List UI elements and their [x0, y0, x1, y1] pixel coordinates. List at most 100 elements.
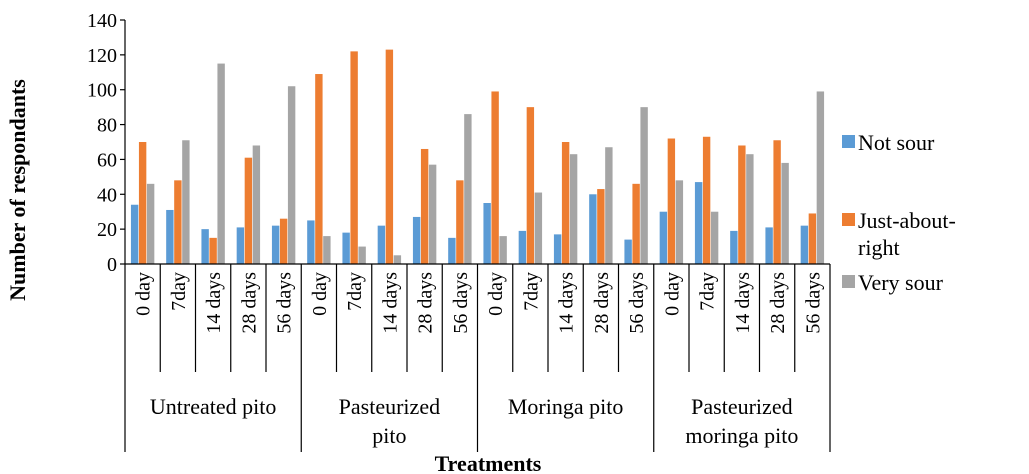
bar-just-about-right-9 [420, 148, 429, 264]
bar-just-about-right-4 [244, 157, 253, 264]
bar-very-sour-20 [816, 91, 825, 265]
bar-very-sour-11 [499, 236, 507, 264]
y-tick-label: 120 [87, 45, 117, 67]
bar-very-sour-6 [323, 236, 331, 264]
bar-just-about-right-18 [738, 145, 746, 264]
bar-just-about-right-10 [456, 180, 464, 264]
y-tick-label: 20 [97, 219, 117, 241]
bar-just-about-right-12 [526, 107, 535, 264]
legend-label: Not sour [858, 130, 935, 155]
bar-very-sour-10 [464, 114, 472, 264]
bar-just-about-right-16 [667, 138, 676, 264]
x-tick-label: 0 day [485, 272, 507, 316]
bar-very-sour-4 [252, 145, 261, 264]
bar-just-about-right-17 [702, 136, 711, 264]
y-tick-label: 0 [107, 254, 117, 276]
bar-not-sour-12 [518, 230, 527, 264]
bar-just-about-right-8 [385, 49, 394, 264]
bar-very-sour-1 [146, 183, 155, 264]
x-tick-label: 14 days [732, 272, 754, 334]
x-tick-label: 28 days [238, 272, 260, 334]
legend-label: Very sour [858, 270, 944, 295]
bar-just-about-right-13 [561, 142, 570, 264]
y-tick-label: 80 [97, 115, 117, 137]
bar-very-sour-19 [781, 162, 789, 264]
bar-not-sour-10 [448, 237, 456, 264]
bar-not-sour-15 [624, 239, 632, 264]
bar-very-sour-12 [534, 192, 543, 264]
x-tick-label: 0 day [309, 272, 331, 316]
legend-swatch [842, 213, 855, 226]
y-tick-label: 60 [97, 149, 117, 171]
bar-very-sour-13 [569, 154, 578, 264]
bar-just-about-right-19 [773, 140, 781, 264]
x-tick-label: 28 days [591, 272, 613, 334]
x-tick-label: 14 days [379, 272, 401, 334]
x-tick-label: 56 days [450, 272, 472, 334]
bar-just-about-right-6 [315, 74, 323, 264]
bar-very-sour-8 [393, 255, 402, 264]
bar-not-sour-17 [694, 182, 703, 264]
bar-not-sour-13 [553, 234, 562, 264]
bar-just-about-right-5 [279, 218, 288, 264]
bar-not-sour-11 [483, 203, 491, 264]
group-labels: Untreated pito Pasteurized pito Moringa pit… [150, 394, 799, 448]
bar-just-about-right-7 [350, 51, 358, 265]
y-axis-title: Number of respondants [5, 79, 30, 301]
y-tick-label: 100 [87, 80, 117, 102]
y-tick-label: 40 [97, 184, 117, 206]
bar-not-sour-1 [130, 204, 139, 264]
bar-not-sour-5 [271, 225, 280, 264]
legend-swatch [842, 135, 855, 148]
x-tick-label: 0 day [133, 272, 155, 316]
bars [130, 49, 825, 265]
bar-not-sour-19 [765, 227, 773, 264]
bar-just-about-right-14 [597, 189, 605, 264]
y-tick-label: 140 [87, 10, 117, 32]
legend-label: Just-about-right [858, 208, 956, 260]
bar-just-about-right-15 [632, 183, 640, 264]
bar-not-sour-18 [730, 230, 738, 264]
bar-not-sour-16 [659, 211, 668, 264]
bar-not-sour-20 [800, 225, 809, 264]
bar-just-about-right-2 [174, 180, 182, 264]
bar-very-sour-2 [182, 140, 190, 264]
axes [120, 19, 831, 452]
x-tick-label: 7day [344, 272, 366, 311]
x-tick-label: 28 days [415, 272, 437, 334]
legend: Not sour Just-about-right Very sour [842, 130, 956, 295]
bar-not-sour-2 [166, 209, 174, 264]
x-tick-label: 28 days [767, 272, 789, 334]
group-label: Moringa pito [508, 394, 624, 419]
bar-very-sour-5 [287, 86, 296, 264]
bar-very-sour-18 [746, 154, 754, 264]
bar-not-sour-9 [412, 216, 421, 264]
x-tick-label: 7day [168, 272, 190, 311]
bar-very-sour-3 [217, 63, 225, 264]
bar-not-sour-6 [307, 220, 315, 264]
bar-just-about-right-20 [808, 213, 817, 264]
bar-not-sour-4 [236, 227, 245, 264]
x-tick-label: 56 days [802, 272, 824, 334]
bar-just-about-right-1 [138, 142, 147, 264]
bar-not-sour-14 [589, 194, 597, 264]
x-tick-label: 7day [520, 272, 542, 311]
bar-very-sour-15 [640, 107, 648, 264]
bar-very-sour-7 [358, 246, 366, 264]
legend-swatch [842, 275, 855, 288]
bar-very-sour-16 [675, 180, 684, 264]
x-tick-label: 14 days [203, 272, 225, 334]
bar-not-sour-7 [342, 232, 350, 264]
group-label: Pasteurized pito [339, 394, 440, 448]
bar-very-sour-9 [428, 164, 437, 264]
x-tick-label: 7day [697, 272, 719, 311]
bar-just-about-right-3 [209, 237, 217, 264]
bar-not-sour-3 [201, 229, 209, 264]
x-tick-labels: 0 day 7day 14 days 28 days 56 days 0 day 7day 1… [133, 272, 825, 334]
bar-just-about-right-11 [491, 91, 499, 265]
bar-very-sour-17 [710, 211, 719, 264]
x-tick-label: 0 day [661, 272, 683, 316]
y-tick-labels: 0 20 40 60 80 100 120 140 [87, 10, 117, 276]
group-label: Untreated pito [150, 394, 276, 419]
